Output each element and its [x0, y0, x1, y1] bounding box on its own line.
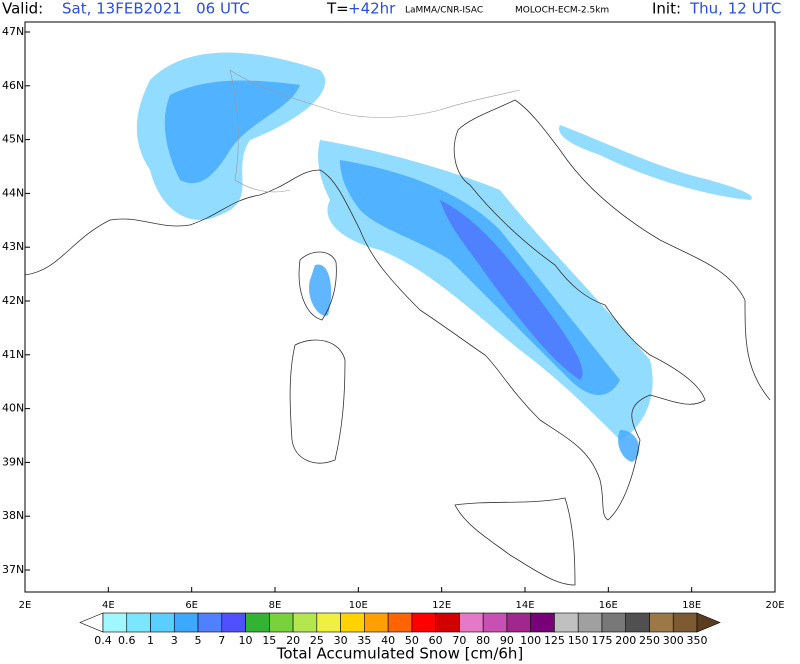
colorbar-box — [554, 612, 579, 633]
lon-label: 12E — [432, 600, 451, 611]
colorbar-label: 30 — [334, 634, 348, 647]
colorbar-label: 100 — [520, 634, 541, 647]
lon-label: 20E — [765, 600, 784, 611]
lat-label: 46N — [2, 79, 24, 92]
colorbar-label: 60 — [429, 634, 443, 647]
sicily — [454, 497, 576, 586]
sardinia — [289, 339, 346, 464]
lon-label: 16E — [599, 600, 618, 611]
colorbar-label: 50 — [405, 634, 419, 647]
coastlines — [24, 69, 771, 586]
lat-label: 40N — [2, 402, 24, 415]
colorbar-label: 35 — [357, 634, 371, 647]
colorbar-end — [696, 612, 721, 633]
colorbar-box — [340, 612, 365, 633]
colorbar-label: 0.6 — [118, 634, 136, 647]
lon-label: 10E — [349, 600, 368, 611]
colorbar-box — [316, 612, 341, 633]
colorbar-box — [530, 612, 555, 633]
colorbar-label: 15 — [262, 634, 276, 647]
lon-label: 6E — [185, 600, 198, 611]
coastline — [24, 99, 771, 521]
model: MOLOCH-ECM-2.5km — [515, 6, 609, 16]
t-value: +42hr — [348, 0, 396, 18]
snow-area — [559, 125, 752, 200]
colorbar-label: 80 — [476, 634, 490, 647]
borders — [229, 69, 521, 193]
colorbar-label: 90 — [500, 634, 514, 647]
lat-label: 41N — [2, 348, 24, 361]
colorbar-label: 350 — [687, 634, 708, 647]
colorbar-label: 200 — [615, 634, 636, 647]
colorbar-box — [126, 612, 151, 633]
colorbar-box — [245, 612, 270, 633]
colorbar-label: 175 — [591, 634, 612, 647]
lat-label: 43N — [2, 240, 24, 253]
lon-label: 14E — [515, 600, 534, 611]
t-label: T= — [326, 0, 349, 18]
snow-area — [618, 430, 640, 462]
colorbar-title: Total Accumulated Snow [cm/6h] — [276, 645, 524, 663]
colorbar-box — [269, 612, 294, 633]
lon-label: 18E — [682, 600, 701, 611]
colorbar-box — [601, 612, 627, 633]
colorbar-label: 25 — [310, 634, 324, 647]
init-label: Init: — [652, 0, 681, 18]
snow-area — [309, 264, 332, 316]
colorbar-box — [364, 612, 389, 633]
lat-label: 42N — [2, 294, 24, 307]
colorbar-box — [102, 612, 128, 633]
colorbar-box — [387, 612, 413, 633]
colorbar-box — [482, 612, 508, 633]
colorbar-box — [672, 612, 698, 633]
colorbar-label: 70 — [452, 634, 466, 647]
colorbar-box — [435, 612, 460, 633]
colorbar-box — [506, 612, 531, 633]
colorbar-label: 125 — [544, 634, 565, 647]
colorbar-label: 20 — [286, 634, 300, 647]
colorbar-box — [150, 612, 175, 633]
colorbar-box — [197, 612, 223, 633]
lat-label: 44N — [2, 186, 24, 199]
colorbar-box — [649, 612, 674, 633]
colorbar-box — [625, 612, 650, 633]
source: LaMMA/CNR-ISAC — [405, 6, 483, 16]
colorbar-label: 7 — [218, 634, 225, 647]
colorbar-label: 5 — [195, 634, 202, 647]
init-value: Thu, 12 UTC — [689, 0, 781, 18]
lat-label: 39N — [2, 455, 24, 468]
colorbar-box — [577, 612, 603, 633]
lon-label: 4E — [102, 600, 115, 611]
colorbar-box — [221, 612, 246, 633]
colorbar-box — [411, 612, 436, 633]
snow-field — [136, 52, 752, 462]
colorbar-box — [292, 612, 318, 633]
lat-label: 38N — [2, 509, 24, 522]
corsica — [298, 251, 337, 321]
colorbar-label: 40 — [381, 634, 395, 647]
colorbar-label: 1 — [147, 634, 154, 647]
lon-label: 2E — [19, 600, 32, 611]
colorbar-label: 150 — [568, 634, 589, 647]
valid-value: Sat, 13FEB2021 06 UTC — [62, 0, 250, 18]
colorbar-label: 300 — [663, 634, 684, 647]
lon-label: 8E — [269, 600, 282, 611]
colorbar-label: 250 — [639, 634, 660, 647]
colorbar-label: 10 — [239, 634, 253, 647]
lat-label: 47N — [2, 25, 24, 38]
valid-label: Valid: — [2, 0, 43, 18]
colorbar-box — [459, 612, 484, 633]
snow-area — [440, 200, 583, 380]
colorbar-label: 3 — [171, 634, 178, 647]
lat-label: 37N — [2, 563, 24, 576]
lat-label: 45N — [2, 133, 24, 146]
colorbar-end — [79, 612, 104, 633]
colorbar-box — [173, 612, 199, 633]
snow-area — [164, 80, 300, 184]
colorbar-label: 0.4 — [94, 634, 112, 647]
map-frame — [24, 21, 776, 593]
